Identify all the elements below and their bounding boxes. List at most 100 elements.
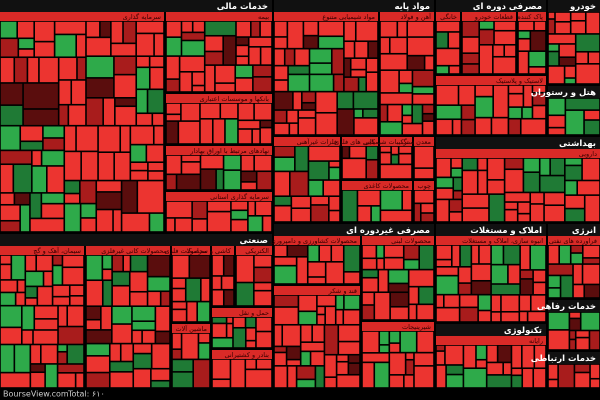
tile [565, 208, 585, 222]
tile [52, 296, 70, 306]
tile [120, 125, 131, 153]
tile [580, 312, 600, 331]
tile [348, 363, 360, 375]
tile [414, 146, 434, 168]
tile [569, 318, 581, 331]
tile [133, 343, 152, 354]
tile [329, 161, 340, 168]
tile [102, 269, 112, 281]
tile [491, 245, 504, 265]
tile [324, 354, 337, 377]
tile [67, 305, 84, 327]
tile [136, 113, 153, 126]
tile [508, 85, 524, 94]
tile [86, 372, 110, 388]
sub-header [414, 137, 434, 146]
tile [216, 169, 224, 190]
tile [20, 141, 43, 151]
sector-title: املاک و مستغلات [470, 226, 542, 236]
sector-title: خدمات رفاهی [537, 302, 596, 312]
tile [397, 21, 408, 38]
tile [522, 107, 533, 119]
tile [380, 37, 390, 54]
tile [181, 333, 199, 360]
tile [569, 330, 576, 340]
tile [130, 255, 148, 272]
tile [458, 85, 475, 105]
tile [75, 373, 84, 388]
tile [153, 125, 164, 145]
tile [308, 180, 323, 196]
tile [548, 98, 566, 116]
sub-label: شیرینیجات [402, 323, 431, 331]
tile [0, 83, 23, 105]
tile [374, 292, 390, 320]
tile [201, 278, 210, 302]
tile [462, 37, 480, 53]
tile [58, 80, 72, 105]
tile [223, 170, 241, 190]
tile [436, 351, 445, 365]
tile [398, 146, 412, 154]
tile [166, 121, 179, 144]
tile [436, 65, 449, 74]
tile [459, 307, 478, 322]
tile [338, 341, 360, 355]
tile [436, 199, 450, 222]
tile [307, 245, 319, 262]
tile [152, 113, 164, 126]
tile [287, 21, 304, 49]
sub-label: محصولات لبنی [391, 237, 431, 245]
tile [362, 292, 375, 305]
tile [233, 317, 246, 328]
tile [290, 171, 309, 196]
tile [403, 245, 419, 260]
tile [333, 74, 344, 92]
sector-title: صنعتی [239, 236, 268, 246]
sub-label: کانی های فلزی [334, 138, 376, 146]
tile [215, 83, 236, 92]
tile [307, 277, 326, 284]
tile [151, 343, 170, 369]
tile [102, 280, 112, 306]
tile [123, 21, 136, 44]
tile [501, 295, 520, 312]
tile [172, 278, 186, 289]
tile [254, 103, 272, 121]
tile [479, 245, 491, 264]
tile [166, 37, 182, 56]
sub-label: فلزات غیرآهنی [297, 137, 337, 146]
tile [58, 57, 77, 80]
tile [577, 180, 600, 195]
tile [39, 57, 59, 83]
tile [574, 372, 590, 388]
tile [422, 104, 434, 114]
tile [23, 109, 59, 126]
tile [252, 129, 260, 144]
tile [573, 264, 583, 285]
tile [436, 294, 444, 308]
tile [132, 306, 156, 321]
tile [475, 85, 493, 97]
tile [34, 41, 55, 58]
tile [517, 213, 531, 222]
tile [231, 201, 248, 211]
tile [548, 288, 561, 298]
tile [175, 218, 192, 232]
tile [43, 271, 53, 287]
tile [274, 295, 299, 307]
tile [362, 258, 377, 270]
tile [452, 119, 462, 135]
tile [0, 204, 20, 221]
sub-label: الکتریکی [245, 247, 269, 255]
tile [310, 351, 325, 366]
tile [132, 330, 142, 344]
sector-title: مصرفی غیردوره ای [346, 226, 430, 236]
tile [166, 21, 182, 37]
tile [30, 364, 45, 373]
sub-label: سرمایه گذاری استانی [210, 193, 269, 201]
tile [288, 74, 310, 92]
tile [274, 265, 297, 284]
tile [256, 359, 272, 370]
